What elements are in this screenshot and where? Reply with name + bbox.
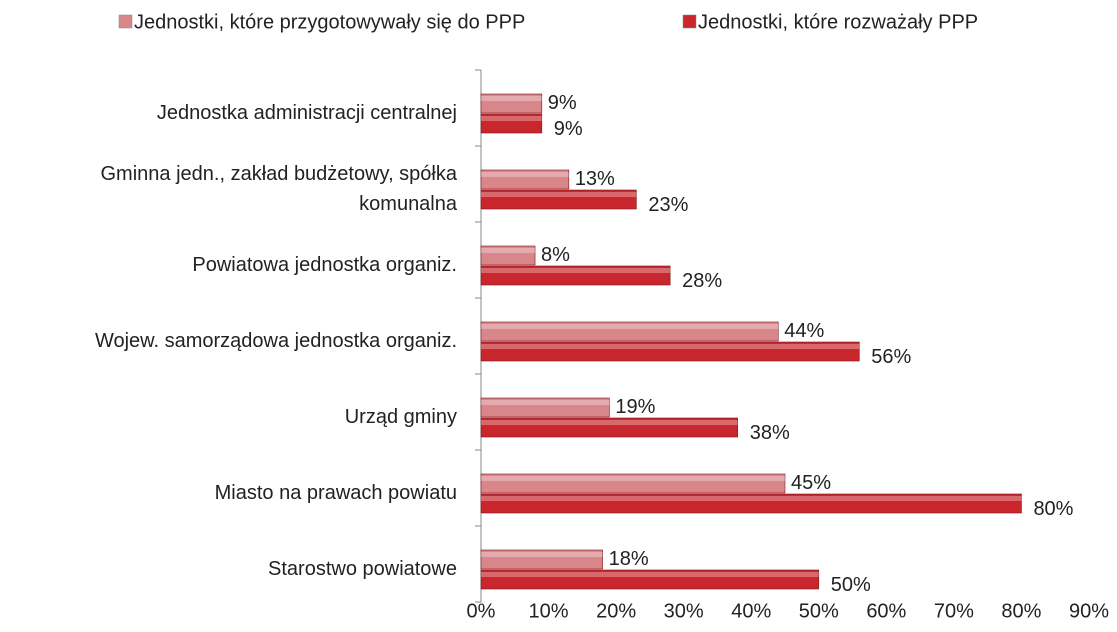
bar-highlight	[481, 96, 542, 101]
bar-highlight	[481, 116, 542, 121]
data-label: 28%	[682, 270, 722, 292]
x-tick-label: 0%	[467, 600, 496, 622]
category-label: Urząd gminy	[344, 406, 457, 428]
category-label: Miasto na prawach powiatu	[214, 482, 457, 504]
data-label: 9%	[548, 92, 577, 114]
bar	[480, 549, 603, 570]
bar	[480, 245, 536, 266]
bar-highlight	[481, 324, 779, 329]
bar	[480, 169, 570, 190]
bar	[480, 473, 786, 494]
data-label: 44%	[784, 320, 824, 342]
bar	[480, 397, 610, 418]
data-label: 38%	[750, 422, 790, 444]
bar	[480, 113, 543, 134]
bar-highlight	[481, 496, 1022, 501]
data-label: 50%	[831, 574, 871, 596]
bar-highlight	[481, 268, 671, 273]
bar-highlight	[481, 552, 603, 557]
x-tick-label: 50%	[799, 600, 839, 622]
category-label: Powiatowa jednostka organiz.	[192, 254, 457, 276]
category-label: Starostwo powiatowe	[268, 558, 457, 580]
data-label: 45%	[791, 472, 831, 494]
bar	[480, 189, 637, 210]
bar-highlight	[481, 172, 569, 177]
bar	[480, 321, 779, 342]
x-tick-label: 30%	[664, 600, 704, 622]
data-label: 8%	[541, 244, 570, 266]
legend-label: Jednostki, które przygotowywały się do P…	[134, 11, 525, 33]
legend-label: Jednostki, które rozważały PPP	[698, 11, 978, 33]
bar-highlight	[481, 192, 637, 197]
bar-highlight	[481, 248, 536, 253]
bar-highlight	[481, 400, 610, 405]
legend-swatch	[682, 14, 697, 29]
category-label: Jednostka administracji centralnej	[156, 102, 457, 124]
data-label: 9%	[554, 118, 583, 140]
legend-swatch	[118, 14, 133, 29]
bar-highlight	[481, 572, 819, 577]
x-tick-label: 20%	[596, 600, 636, 622]
x-tick-label: 70%	[934, 600, 974, 622]
bar	[480, 493, 1022, 514]
category-label: Wojew. samorządowa jednostka organiz.	[94, 330, 457, 352]
x-tick-label: 80%	[1001, 600, 1041, 622]
data-label: 56%	[871, 346, 911, 368]
bar	[480, 341, 860, 362]
bar-highlight	[481, 476, 785, 481]
bar-highlight	[481, 420, 738, 425]
data-label: 23%	[648, 194, 688, 216]
bar	[480, 569, 820, 590]
data-label: 19%	[615, 396, 655, 418]
bar	[480, 93, 543, 114]
bar	[480, 265, 671, 286]
bar-highlight	[481, 344, 860, 349]
x-tick-label: 10%	[529, 600, 569, 622]
x-tick-label: 60%	[866, 600, 906, 622]
data-label: 18%	[609, 548, 649, 570]
data-label: 80%	[1033, 498, 1073, 520]
x-tick-label: 40%	[731, 600, 771, 622]
category-label: Gminna jedn., zakład budżetowy, spółka k…	[100, 163, 458, 215]
data-label: 13%	[575, 168, 615, 190]
bar	[480, 417, 739, 438]
x-tick-label: 90%	[1069, 600, 1109, 622]
